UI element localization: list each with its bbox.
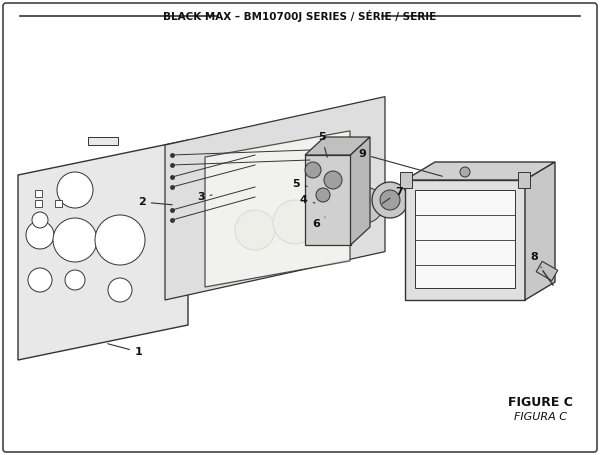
- Text: 5: 5: [292, 179, 307, 189]
- Polygon shape: [305, 137, 370, 155]
- Circle shape: [26, 221, 54, 249]
- Circle shape: [460, 167, 470, 177]
- Circle shape: [380, 190, 400, 210]
- Polygon shape: [18, 140, 188, 360]
- Text: 2: 2: [138, 197, 172, 207]
- Circle shape: [316, 188, 330, 202]
- Circle shape: [53, 218, 97, 262]
- Text: FIGURE C: FIGURE C: [508, 396, 572, 410]
- Bar: [536, 261, 558, 281]
- Circle shape: [347, 187, 383, 223]
- Text: FIGURA C: FIGURA C: [514, 412, 566, 422]
- Bar: [35, 200, 42, 207]
- Polygon shape: [165, 96, 385, 300]
- Circle shape: [235, 210, 275, 250]
- Polygon shape: [405, 162, 555, 180]
- Text: 8: 8: [530, 252, 541, 268]
- Bar: [305, 155, 350, 245]
- Text: BLACK MAX – BM10700J SERIES / SÉRIE / SERIE: BLACK MAX – BM10700J SERIES / SÉRIE / SE…: [163, 10, 437, 22]
- Circle shape: [372, 182, 408, 218]
- Text: 3: 3: [197, 192, 212, 202]
- Text: 5: 5: [318, 132, 327, 157]
- Circle shape: [57, 172, 93, 208]
- Bar: [35, 190, 42, 197]
- Polygon shape: [525, 162, 555, 300]
- Polygon shape: [350, 137, 370, 245]
- Text: 4: 4: [300, 195, 315, 205]
- Text: 9: 9: [358, 149, 442, 176]
- Circle shape: [305, 162, 321, 178]
- Text: 1: 1: [107, 344, 143, 357]
- Circle shape: [65, 270, 85, 290]
- Circle shape: [28, 268, 52, 292]
- Text: 7: 7: [382, 187, 403, 203]
- Bar: [518, 172, 530, 188]
- Polygon shape: [205, 131, 350, 287]
- Circle shape: [315, 187, 365, 237]
- Bar: [405, 180, 525, 300]
- Bar: [415, 190, 515, 288]
- Bar: [88, 137, 118, 145]
- Circle shape: [95, 215, 145, 265]
- Circle shape: [32, 212, 48, 228]
- Text: 6: 6: [312, 217, 325, 229]
- Bar: [400, 172, 412, 188]
- Bar: [55, 200, 62, 207]
- Circle shape: [324, 171, 342, 189]
- Circle shape: [273, 200, 317, 244]
- Circle shape: [108, 278, 132, 302]
